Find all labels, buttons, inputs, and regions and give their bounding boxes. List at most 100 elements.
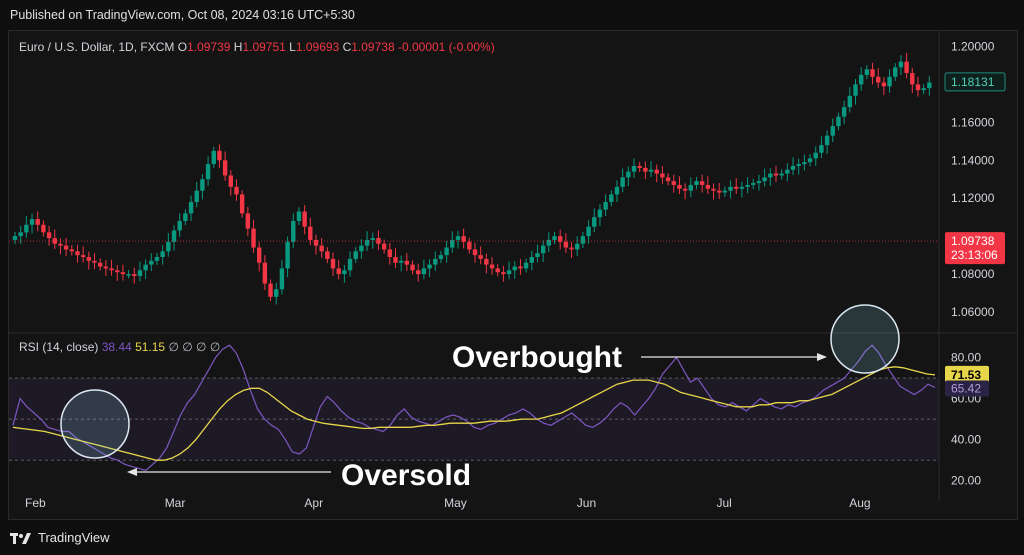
candle-body xyxy=(177,220,182,231)
candle-body xyxy=(699,181,705,185)
candle-body xyxy=(455,236,461,240)
candle-body xyxy=(421,268,427,275)
candle-body xyxy=(876,76,881,83)
tradingview-brand[interactable]: TradingView xyxy=(10,530,110,545)
candle-body xyxy=(35,219,40,225)
rsi-legend-part: RSI (14, close) xyxy=(19,340,102,354)
oversold-arrowhead xyxy=(127,468,137,476)
candle-body xyxy=(228,175,234,187)
candle-body xyxy=(86,257,92,261)
chart-frame: 1.20000 1.16000 1.14000 1.12000 1.08000 1.060… xyxy=(8,30,1018,520)
last-price-tag xyxy=(944,72,1006,92)
candle-body xyxy=(336,268,341,275)
candle-body xyxy=(24,224,29,233)
candle-body xyxy=(790,165,796,170)
candle-body xyxy=(75,251,80,256)
x-tick-label: Jul xyxy=(717,496,732,510)
candle-body xyxy=(779,173,784,176)
candle-body xyxy=(881,82,887,87)
candle-body xyxy=(858,74,864,85)
price-legend-part: C xyxy=(343,40,352,54)
overbought-circle xyxy=(830,304,900,374)
candle-body xyxy=(575,243,580,250)
candle-body xyxy=(200,179,205,191)
candle-body xyxy=(188,202,194,214)
candle-body xyxy=(677,184,682,189)
candle-body xyxy=(313,239,319,246)
candle-body xyxy=(217,150,222,161)
candle-body xyxy=(467,241,472,250)
candle-body xyxy=(115,270,120,273)
rsi-line xyxy=(12,344,936,472)
candle-body xyxy=(92,260,97,263)
candle-body xyxy=(802,162,807,165)
candle-body xyxy=(830,126,835,136)
candle-body xyxy=(285,241,290,269)
x-tick-label: Aug xyxy=(849,496,870,510)
price-pane: 1.20000 1.16000 1.14000 1.12000 1.08000 1.060… xyxy=(9,31,1017,501)
overbought-label: Overbought xyxy=(452,341,622,374)
candle-body xyxy=(149,260,154,265)
candle-body xyxy=(268,283,273,297)
published-bar: Published on TradingView.com, Oct 08, 20… xyxy=(0,0,1024,32)
oversold-circle xyxy=(60,389,130,459)
rsi-ma-value: 71.53 xyxy=(951,368,981,382)
candle-body xyxy=(12,236,18,240)
candle-body xyxy=(722,190,728,193)
candle-body xyxy=(847,95,853,108)
candle-body xyxy=(785,169,790,174)
candle-body xyxy=(557,236,563,242)
candle-body xyxy=(410,264,415,271)
candle-body xyxy=(921,88,926,91)
candle-body xyxy=(745,184,750,187)
candle-body xyxy=(535,253,540,258)
chart-svg[interactable]: 1.20000 1.16000 1.14000 1.12000 1.08000 1.060… xyxy=(9,31,1017,519)
candle-body xyxy=(864,69,870,75)
candle-body xyxy=(540,245,546,254)
candle-body xyxy=(319,245,324,252)
candle-body xyxy=(308,226,313,240)
candle-body xyxy=(501,272,506,275)
candle-body xyxy=(915,84,921,91)
price-tick-label: 1.08000 xyxy=(951,267,995,281)
candle-body xyxy=(393,257,398,263)
candle-body xyxy=(546,239,552,246)
oversold-label: Oversold xyxy=(341,459,471,492)
price-tick-label: 1.14000 xyxy=(951,153,995,167)
candle-body xyxy=(160,251,165,258)
candle-body xyxy=(518,266,523,269)
candle-body xyxy=(251,228,256,248)
candle-body xyxy=(705,184,711,189)
candle-body xyxy=(768,173,773,178)
candle-body xyxy=(404,260,410,265)
price-legend-part: 1.09751 xyxy=(242,40,289,54)
price-legend: Euro / U.S. Dollar, 1D, FXCM O1.09739 H1… xyxy=(19,40,495,54)
candle-body xyxy=(648,169,654,172)
candle-body xyxy=(58,243,63,246)
candle-body xyxy=(347,258,353,271)
price-legend-part: Euro / U.S. Dollar, 1D, FXCM xyxy=(19,40,178,54)
candle-body xyxy=(836,116,841,127)
candle-body xyxy=(234,186,239,195)
candle-body xyxy=(620,177,625,187)
candle-body xyxy=(364,239,370,246)
candle-body xyxy=(183,213,188,221)
candle-body xyxy=(97,262,103,267)
x-tick-label: Apr xyxy=(304,496,323,510)
candle-body xyxy=(671,181,676,185)
candle-body xyxy=(813,152,818,159)
candle-body xyxy=(853,84,858,96)
x-tick-label: Jun xyxy=(577,496,596,510)
candle-body xyxy=(796,164,801,166)
candle-body xyxy=(398,260,404,263)
countdown-label: 23:13:06 xyxy=(951,248,998,262)
candle-body xyxy=(387,249,393,258)
candle-body xyxy=(660,173,665,178)
candle-body xyxy=(819,145,824,153)
price-legend-part: 1.09693 xyxy=(296,40,343,54)
price-tick-label: 1.16000 xyxy=(951,115,995,129)
candle-body xyxy=(609,194,614,203)
candle-body xyxy=(46,232,52,239)
candle-body xyxy=(444,247,449,256)
candle-body xyxy=(751,183,756,185)
